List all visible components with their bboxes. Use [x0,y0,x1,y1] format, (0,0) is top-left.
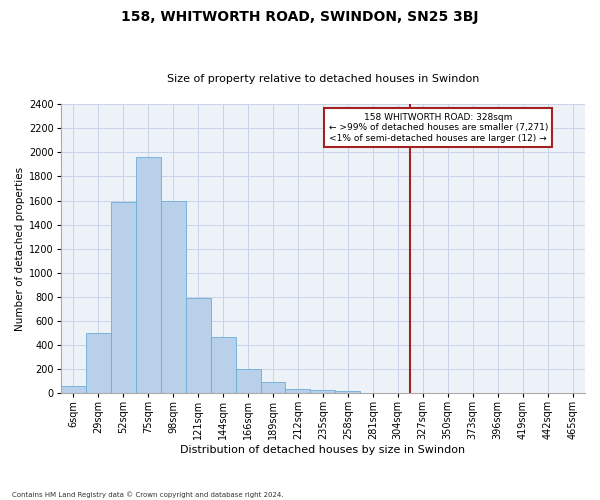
Bar [335,390,361,393]
Text: Contains HM Land Registry data © Crown copyright and database right 2024.: Contains HM Land Registry data © Crown c… [12,491,284,498]
Text: 158 WHITWORTH ROAD: 328sqm
← >99% of detached houses are smaller (7,271)
<1% of : 158 WHITWORTH ROAD: 328sqm ← >99% of det… [329,113,548,142]
Y-axis label: Number of detached properties: Number of detached properties [15,166,25,330]
Title: Size of property relative to detached houses in Swindon: Size of property relative to detached ho… [167,74,479,84]
Bar [361,392,385,393]
Bar [161,200,185,393]
Bar [236,369,260,393]
X-axis label: Distribution of detached houses by size in Swindon: Distribution of detached houses by size … [181,445,466,455]
Bar [86,333,111,393]
Text: 158, WHITWORTH ROAD, SWINDON, SN25 3BJ: 158, WHITWORTH ROAD, SWINDON, SN25 3BJ [121,10,479,24]
Bar [111,202,136,393]
Bar [211,336,236,393]
Bar [260,382,286,393]
Bar [185,298,211,393]
Bar [310,390,335,393]
Bar [286,389,310,393]
Bar [61,386,86,393]
Bar [136,157,161,393]
